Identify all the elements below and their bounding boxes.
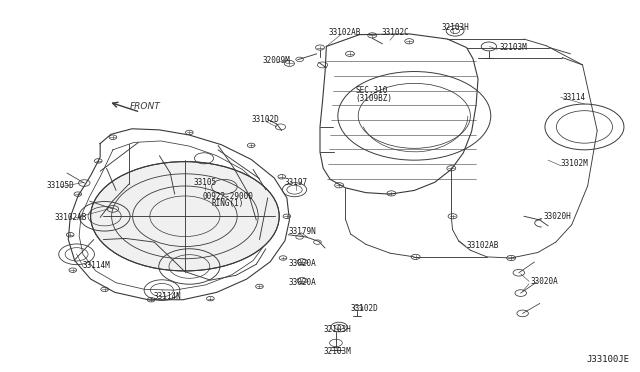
Text: SEC.310: SEC.310 <box>356 86 388 95</box>
Text: 33020A: 33020A <box>288 259 316 268</box>
Text: 33114M: 33114M <box>83 261 111 270</box>
Text: 33102AB: 33102AB <box>328 28 360 36</box>
Text: 33179N: 33179N <box>288 227 316 235</box>
Text: 32103H: 32103H <box>324 326 352 334</box>
Text: J33100JE: J33100JE <box>586 355 629 364</box>
Text: 33102D: 33102D <box>351 304 378 313</box>
Text: 33020A: 33020A <box>288 278 316 287</box>
Circle shape <box>91 161 279 271</box>
Text: 33020A: 33020A <box>531 278 558 286</box>
Text: 33102M: 33102M <box>561 159 589 169</box>
Text: 33102AB: 33102AB <box>54 213 86 222</box>
Text: 33114: 33114 <box>562 93 585 102</box>
Text: 33197: 33197 <box>284 178 307 187</box>
Text: 33102AB: 33102AB <box>467 241 499 250</box>
Text: 33020H: 33020H <box>543 212 571 221</box>
Text: 32103H: 32103H <box>441 23 469 32</box>
Text: 32103M: 32103M <box>324 347 352 356</box>
Text: FRONT: FRONT <box>130 102 161 111</box>
Text: (3109BZ): (3109BZ) <box>356 94 393 103</box>
Text: 32009M: 32009M <box>263 56 291 65</box>
Text: 33102D: 33102D <box>252 115 280 124</box>
Text: 33105: 33105 <box>194 178 217 187</box>
Text: 32103M: 32103M <box>500 43 527 52</box>
Text: 33105D: 33105D <box>47 181 74 190</box>
Text: 33102C: 33102C <box>381 28 409 36</box>
Text: RING(1): RING(1) <box>211 199 244 208</box>
Text: 00922-29000: 00922-29000 <box>202 192 253 201</box>
Text: 33114N: 33114N <box>153 292 181 301</box>
